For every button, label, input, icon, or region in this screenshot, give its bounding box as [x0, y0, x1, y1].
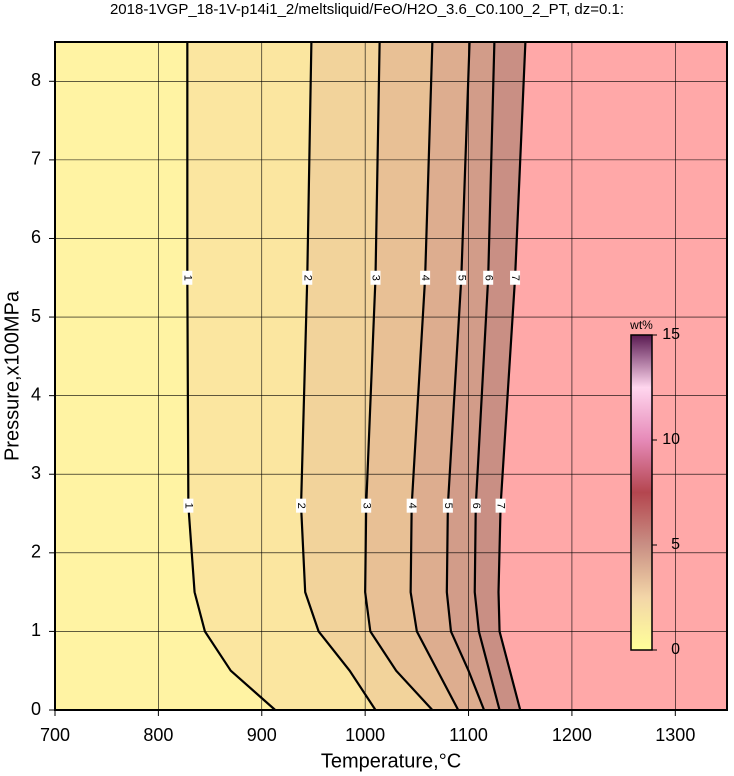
contour-band [365, 42, 459, 710]
contour-label: 3 [370, 275, 382, 281]
contour-label-bg [182, 270, 193, 285]
contour-band [55, 42, 276, 710]
y-tick-label: 1 [31, 620, 41, 640]
contour-label-bg [483, 270, 494, 285]
y-tick-label: 6 [31, 227, 41, 247]
x-tick-label: 700 [40, 725, 70, 745]
x-axis-label: Temperature,°C [321, 750, 461, 772]
colorbar-tick-label: 15 [662, 326, 680, 343]
contour-label: 3 [360, 503, 372, 509]
contour-band [187, 42, 376, 710]
chart-title: 2018-1VGP_18-1V-p14i1_2/meltsliquid/FeO/… [110, 1, 624, 18]
contour-label-bg [420, 270, 431, 285]
colorbar-tick-label: 0 [671, 641, 680, 658]
contour-label: 2 [301, 275, 313, 281]
y-axis-label: Pressure,x100MPa [1, 290, 23, 461]
y-tick-label: 0 [31, 699, 41, 719]
x-tick-label: 1200 [552, 725, 592, 745]
x-tick-label: 1000 [345, 725, 385, 745]
contour-label-bg [442, 498, 453, 513]
y-tick-label: 5 [31, 306, 41, 326]
contour-label-bg [406, 498, 417, 513]
contour-label-bg [183, 498, 194, 513]
contour-label: 6 [470, 503, 482, 509]
y-tick-label: 8 [31, 70, 41, 90]
contour-band [446, 42, 500, 710]
contour-label: 1 [181, 275, 193, 281]
contour-label: 4 [419, 275, 431, 281]
contour-label-bg [456, 270, 467, 285]
contour-label: 5 [455, 275, 467, 281]
saturated-region [498, 42, 727, 710]
x-tick-label: 1300 [655, 725, 695, 745]
x-tick-label: 1100 [449, 725, 488, 745]
contour-label: 7 [495, 503, 507, 509]
contour-band [474, 42, 526, 710]
y-tick-label: 7 [31, 149, 41, 169]
contour-label: 4 [406, 503, 418, 509]
contour-label: 2 [295, 503, 307, 509]
contour-band [301, 42, 433, 710]
contour-band [410, 42, 485, 710]
y-tick-label: 2 [31, 542, 41, 562]
contour-label-bg [361, 498, 372, 513]
y-tick-label: 4 [31, 384, 41, 404]
x-tick-label: 800 [143, 725, 173, 745]
contour-label-bg [370, 270, 381, 285]
contour-label: 5 [442, 503, 454, 509]
plot-frame [54, 41, 728, 711]
contour-label: 1 [182, 503, 194, 509]
colorbar [630, 334, 653, 651]
colorbar-tick-label: 10 [662, 431, 680, 448]
colorbar-tick-label: 5 [671, 536, 680, 553]
contour-label-bg [470, 498, 481, 513]
contour-label: 6 [482, 275, 494, 281]
contour-label-bg [302, 270, 313, 285]
contour-label: 7 [509, 275, 521, 281]
contour-label-bg [296, 498, 307, 513]
x-tick-label: 900 [247, 725, 277, 745]
colorbar-label: wt% [629, 318, 653, 332]
y-tick-label: 3 [31, 463, 41, 483]
contour-label-bg [495, 498, 506, 513]
contour-label-bg [510, 270, 521, 285]
